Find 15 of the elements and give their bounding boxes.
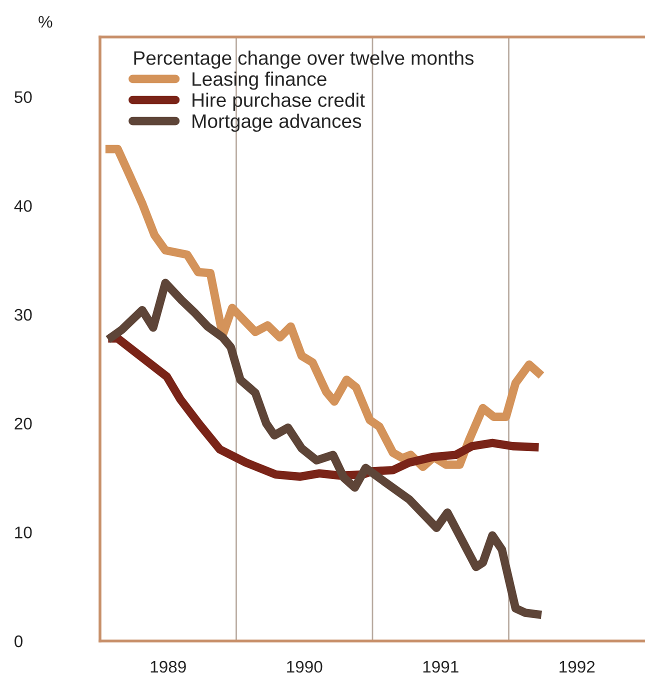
legend-label: Leasing finance xyxy=(192,72,326,90)
x-tick-label: 1990 xyxy=(287,660,322,673)
y-tick-label: 40 xyxy=(14,200,32,212)
x-tick-label: 1989 xyxy=(150,660,186,673)
y-tick-label: 10 xyxy=(15,526,32,538)
x-tick-label: 1991 xyxy=(423,660,458,673)
legend-title: Percentage change over twelve months xyxy=(134,50,474,69)
y-axis-title: % xyxy=(38,16,52,28)
y-tick-label: 50 xyxy=(14,91,32,104)
legend-label: Mortgage advances xyxy=(192,114,362,132)
legend-label: Hire purchase credit xyxy=(192,92,365,111)
y-tick-label: 0 xyxy=(14,635,23,648)
y-tick-label: 30 xyxy=(14,308,32,321)
y-tick-label: 20 xyxy=(14,418,32,430)
x-tick-label: 1992 xyxy=(560,660,595,673)
